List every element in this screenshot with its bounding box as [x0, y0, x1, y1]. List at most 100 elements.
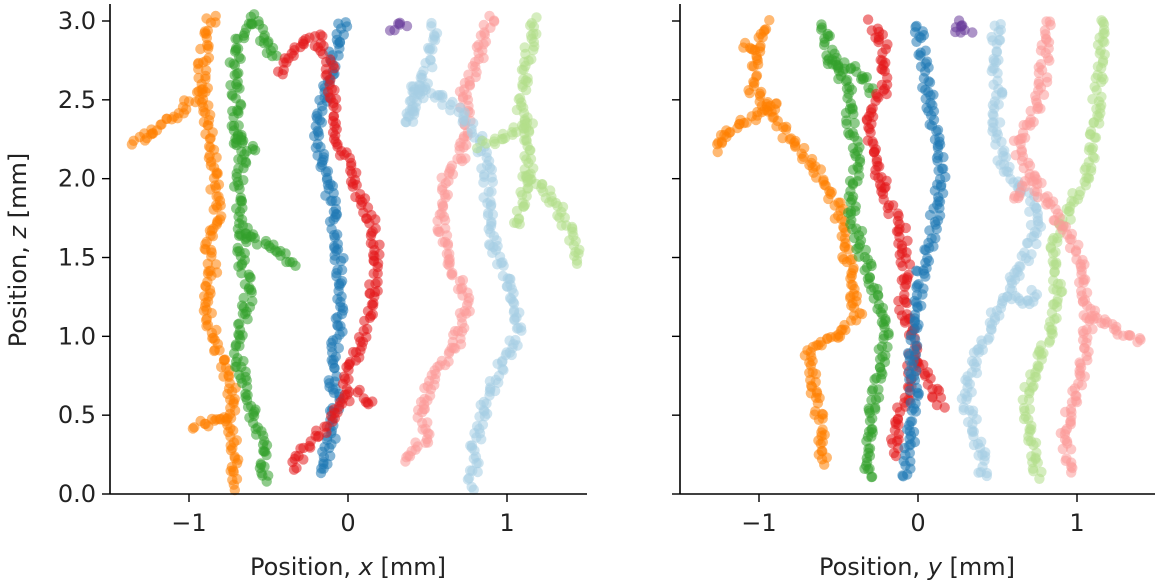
trajectory-point [426, 17, 437, 29]
trajectory-point [995, 19, 1006, 30]
trajectory-point [922, 253, 933, 264]
y-tick-label: 1.5 [58, 244, 96, 272]
trajectory-point [1044, 337, 1055, 348]
trajectory-point [235, 192, 246, 203]
trajectory-point [328, 111, 339, 122]
trajectory-point [938, 152, 949, 163]
trajectory-series [509, 12, 542, 230]
trajectory-point [230, 33, 241, 44]
trajectory-point [479, 171, 490, 182]
trajectory-point [1066, 228, 1078, 240]
trajectory-point [848, 262, 859, 274]
trajectory-point [1014, 260, 1025, 272]
trajectory-point [909, 313, 920, 324]
trajectory-point [807, 355, 818, 367]
trajectory-point [893, 428, 904, 440]
trajectory-series [273, 29, 385, 475]
trajectory-series [712, 98, 782, 158]
trajectory-point [826, 187, 837, 198]
trajectory-point [346, 168, 358, 179]
trajectory-series [1006, 284, 1043, 310]
trajectory-point [1085, 126, 1097, 137]
trajectory-point [571, 258, 583, 269]
trajectory-point [431, 28, 443, 39]
trajectory-point [882, 341, 893, 353]
trajectory-point [760, 24, 772, 35]
trajectory-series [192, 10, 244, 496]
trajectory-point [880, 350, 891, 361]
trajectory-point [1024, 404, 1036, 415]
trajectory-point [926, 233, 937, 244]
trajectory-point [976, 436, 987, 447]
trajectory-series [471, 118, 538, 154]
trajectory-point [205, 142, 216, 153]
trajectory-point [232, 242, 243, 254]
trajectory-point [468, 453, 479, 464]
trajectory-point [849, 117, 860, 129]
trajectory-point [320, 63, 332, 75]
trajectory-series [1017, 15, 1110, 484]
trajectory-point [139, 135, 151, 146]
trajectory-point [508, 307, 520, 318]
trajectory-point [466, 127, 478, 138]
trajectory-point [479, 29, 490, 40]
trajectory-point [1064, 242, 1076, 254]
trajectory-point [1035, 340, 1047, 351]
trajectory-point [216, 211, 227, 222]
y-tick-label: 1.0 [58, 322, 96, 350]
trajectory-point [531, 12, 542, 23]
trajectory-point [238, 292, 249, 304]
trajectory-point [798, 151, 809, 162]
trajectory-point [331, 370, 342, 382]
trajectory-point [1066, 195, 1077, 207]
trajectory-point [200, 65, 212, 76]
right-panel-series [712, 14, 1146, 484]
y-tick-label: 0.0 [58, 480, 96, 508]
trajectory-point [1019, 247, 1030, 258]
trajectory-point [1094, 48, 1106, 59]
trajectory-series [228, 125, 261, 157]
trajectory-point [247, 18, 258, 30]
trajectory-point [1028, 380, 1039, 392]
trajectory-point [355, 189, 366, 200]
trajectory-point [522, 73, 533, 84]
trajectory-point [312, 138, 323, 150]
trajectory-point [189, 422, 200, 433]
trajectory-point [997, 147, 1008, 158]
trajectory-point [340, 17, 351, 28]
trajectory-point [917, 82, 928, 93]
trajectory-point [892, 208, 903, 219]
trajectory-point [203, 40, 214, 52]
trajectory-point [992, 75, 1003, 86]
trajectory-point [126, 139, 138, 150]
trajectory-point [325, 54, 336, 65]
trajectory-point [312, 125, 323, 137]
trajectory-point [862, 135, 874, 146]
trajectory-point [713, 137, 724, 148]
trajectory-point [287, 257, 298, 268]
trajectory-point [227, 105, 238, 117]
trajectory-point [928, 203, 939, 214]
trajectory-point [570, 235, 581, 247]
trajectory-point [238, 175, 249, 186]
trajectory-series [233, 228, 301, 271]
trajectory-point [195, 415, 206, 427]
trajectory-point [454, 276, 466, 287]
trajectory-point [1091, 85, 1102, 96]
trajectory-point [277, 69, 288, 80]
trajectory-point [929, 134, 941, 145]
trajectory-point [466, 440, 478, 451]
trajectory-point [902, 235, 913, 246]
trajectory-point [862, 14, 874, 25]
trajectory-point [235, 53, 246, 64]
x-tick-label: 0 [340, 509, 355, 537]
trajectory-point [235, 100, 247, 111]
trajectory-point [857, 74, 869, 85]
trajectory-point [1033, 76, 1045, 87]
trajectory-point [1035, 58, 1047, 70]
trajectory-point [514, 92, 526, 104]
x-tick-label: −1 [171, 509, 206, 537]
trajectory-point [554, 212, 565, 223]
trajectory-point [525, 153, 537, 165]
trajectory-point [338, 253, 349, 264]
